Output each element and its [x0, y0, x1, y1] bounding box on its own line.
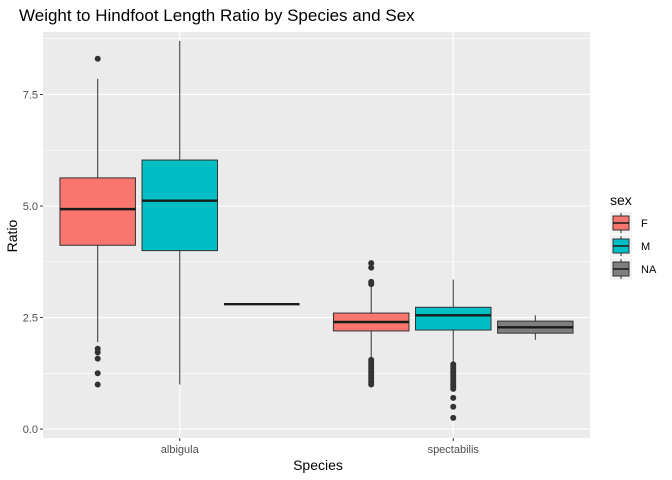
- y-axis-title: Ratio: [4, 219, 20, 252]
- box-body: [59, 177, 136, 246]
- outlier-point: [94, 355, 101, 362]
- box-M-albigula: [141, 40, 218, 385]
- box-F-spectabilis: [332, 260, 410, 388]
- outlier-point: [450, 403, 457, 410]
- legend-title: sex: [610, 192, 632, 208]
- x-tick-label: spectabilis: [428, 444, 480, 456]
- legend: sex FM NA: [610, 192, 657, 280]
- x-tick-label: albigula: [161, 444, 200, 456]
- y-tick-label: 2.5: [23, 313, 38, 325]
- legend-label: F: [641, 218, 648, 230]
- legend-item-NA: NA: [610, 258, 657, 280]
- boxes: [59, 40, 574, 421]
- outlier-point: [450, 385, 457, 392]
- legend-item-M: M: [610, 235, 650, 257]
- box-body: [141, 159, 218, 252]
- outlier-point: [368, 264, 375, 271]
- y-tick-label: 7.5: [23, 89, 38, 101]
- y-tick-label: 5.0: [23, 201, 38, 213]
- outlier-point: [94, 370, 101, 377]
- legend-item-F: F: [610, 212, 648, 234]
- y-tick-label: 0.0: [23, 424, 38, 436]
- box-M-spectabilis: [415, 279, 492, 421]
- box-NA-spectabilis: [497, 315, 574, 340]
- box-body: [415, 306, 492, 331]
- x-axis-title: Species: [293, 457, 343, 473]
- outlier-point: [450, 414, 457, 421]
- outlier-point: [368, 381, 375, 388]
- outlier-point: [368, 281, 375, 288]
- x-axis: albigula spectabilis: [161, 438, 480, 456]
- box-F-albigula: [59, 55, 136, 388]
- y-axis: 0.0 2.5 5.0 7.5: [23, 89, 43, 436]
- outlier-point: [94, 349, 101, 356]
- outlier-point: [94, 55, 101, 62]
- outlier-point: [450, 394, 457, 401]
- outlier-point: [368, 260, 375, 267]
- legend-label: M: [641, 241, 650, 253]
- outlier-point: [94, 381, 101, 388]
- legend-label: NA: [641, 264, 657, 276]
- chart-title: Weight to Hindfoot Length Ratio by Speci…: [19, 6, 415, 25]
